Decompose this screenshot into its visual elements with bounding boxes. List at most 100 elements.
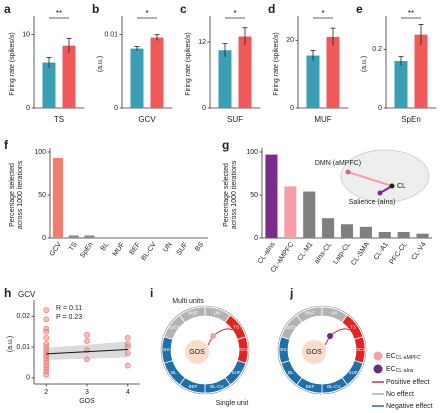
point [84,356,90,363]
y-axis-label: (a.u.) [97,56,104,72]
point [84,331,90,338]
x-tick-label: aIns-CL [313,241,333,265]
legend-symbol: EC [386,366,396,373]
y-tick-label: 50 [38,192,46,199]
legend-label: Positive effect [386,379,430,386]
effect-link [212,328,233,337]
segment-label: BL [288,370,294,375]
y-tick-label: 0.01 [104,32,118,39]
y-tick-label: 0 [26,105,30,112]
panel-letter: j [289,286,293,300]
segment-label: BS [280,347,286,352]
x-tick-label: BL [100,241,111,252]
x-tick-label: SpEn [79,241,95,259]
panel-i-j: i j Multi units Single unit ECCL-aMPFC E… [150,286,433,410]
annotation: P = 0.23 [56,314,82,321]
segment-label: BEF [189,384,198,389]
bar [150,37,164,108]
y-axis-label: Firing rate (spikes/s) [9,32,16,95]
annotation: CL [397,183,406,190]
annotation: DMN (aMPFC) [315,160,361,167]
segment-label: BEF [306,384,315,389]
bar [284,186,297,238]
bar [322,218,335,238]
bar [326,36,340,108]
y-tick-label: 0 [290,105,294,112]
node [345,169,351,175]
x-axis-label: GCV [138,115,156,124]
bar [340,224,354,238]
x-tick-label: BL-CV [140,241,158,262]
segment-label: SpEn [168,325,180,330]
x-tick-label: UN [162,241,174,253]
x-tick-label: SUF [176,241,190,256]
y-axis-label: Firing rate (spikes/s) [273,32,280,95]
x-tick-label: 4 [126,389,130,396]
y-axis-label: Percentage selected [223,163,230,227]
x-axis-label: TS [54,115,64,124]
bar [303,191,316,238]
legend-label: No effect [386,391,414,398]
point [43,341,50,347]
y-tick-label: 20 [286,37,294,44]
x-tick-label: TS [68,241,79,253]
bar [218,50,232,108]
legend-marker [373,351,383,361]
segment-label: BS [163,347,169,352]
y-tick-label: 50 [250,192,258,199]
x-tick-label: CL-aIns [257,241,277,266]
x-axis-label: SpEn [401,115,421,124]
effect-link [329,328,350,337]
gos-label: GOS [306,349,322,356]
y-axis-label: Percentage selected [9,163,16,227]
bar [378,231,391,238]
legend-symbol: EC [386,353,396,360]
annotation: R = 0.11 [56,305,82,312]
point [43,334,50,341]
point [43,362,50,369]
significance-label: * [233,9,236,18]
x-tick-label: BEF [128,241,142,256]
ring-outline [277,305,367,395]
bar [397,231,410,238]
y-tick-label: 100 [34,149,46,156]
chart-title: GCV [18,290,36,299]
x-tick-label: PFC-CL [389,241,409,266]
segment-label: UN [331,311,338,316]
connection [347,171,393,187]
segment-label: BL-CV [327,384,341,389]
ec-node [327,333,333,339]
legend-label: ECCL-aIns [386,366,414,374]
y-axis-label: across 1000 iterations [231,160,238,229]
y-tick-label: 0 [202,105,206,112]
segment-label: SpEn [285,325,297,330]
point [43,347,50,354]
x-axis-label: MUF [314,115,331,124]
gos-label: GOS [189,349,205,356]
segment-label: BL [171,370,177,375]
significance-label: * [321,9,324,18]
point [43,365,50,372]
x-tick-label: CL-A1 [373,241,390,261]
point [43,368,50,375]
multi-units-label: Multi units [172,298,204,305]
panel-letter: b [92,2,99,16]
point [84,338,90,344]
point [43,328,50,335]
bar [84,235,95,238]
legend-sub: CL-aMPFC [396,355,421,361]
bar [52,158,63,238]
segment-label: TS [350,325,356,330]
y-axis-label: across 1000 iterations [17,160,24,229]
y-tick-label: 0.01 [16,344,30,351]
x-tick-label: BS [194,241,205,253]
point [43,325,50,332]
fit-line [46,349,128,355]
bar [62,45,76,108]
bar [130,48,144,108]
point [43,316,50,323]
panel-letter: c [180,2,187,16]
y-tick-label: 100 [246,149,258,156]
segment-label: SUF [349,370,358,375]
segment-label: MUF [305,311,315,316]
